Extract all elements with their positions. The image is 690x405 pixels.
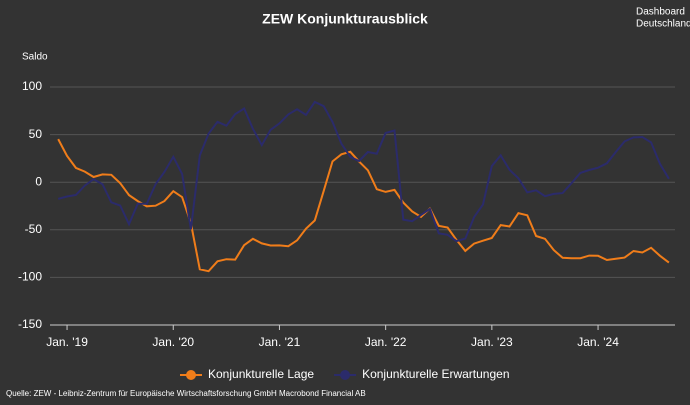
y-tick-label: -150 [18,317,42,331]
y-tick-label: 50 [29,127,43,141]
x-tick-label: Jan. '22 [365,335,407,349]
legend-marker [340,370,351,380]
x-tick-label: Jan. '19 [46,335,88,349]
series-line [57,100,670,243]
x-tick-label: Jan. '24 [577,335,619,349]
logo-line: Deutschland [636,19,690,30]
x-tick-label: Jan. '20 [152,335,194,349]
legend-label: Konjunkturelle Lage [208,367,314,381]
legend-label: Konjunkturelle Erwartungen [362,367,509,381]
logo-line: Dashboard [636,7,685,18]
y-tick-label: -50 [25,222,43,236]
chart-title: ZEW Konjunkturausblick [262,11,428,27]
legend-marker [186,370,196,380]
y-tick-label: 100 [22,79,42,93]
x-tick-label: Jan. '23 [471,335,513,349]
source-note: Quelle: ZEW - Leibniz-Zentrum für Europä… [6,389,366,398]
y-axis-label: Saldo [22,52,48,63]
y-tick-label: 0 [35,174,42,188]
y-tick-label: -100 [18,270,42,284]
series-line [57,138,670,273]
x-tick-label: Jan. '21 [259,335,301,349]
